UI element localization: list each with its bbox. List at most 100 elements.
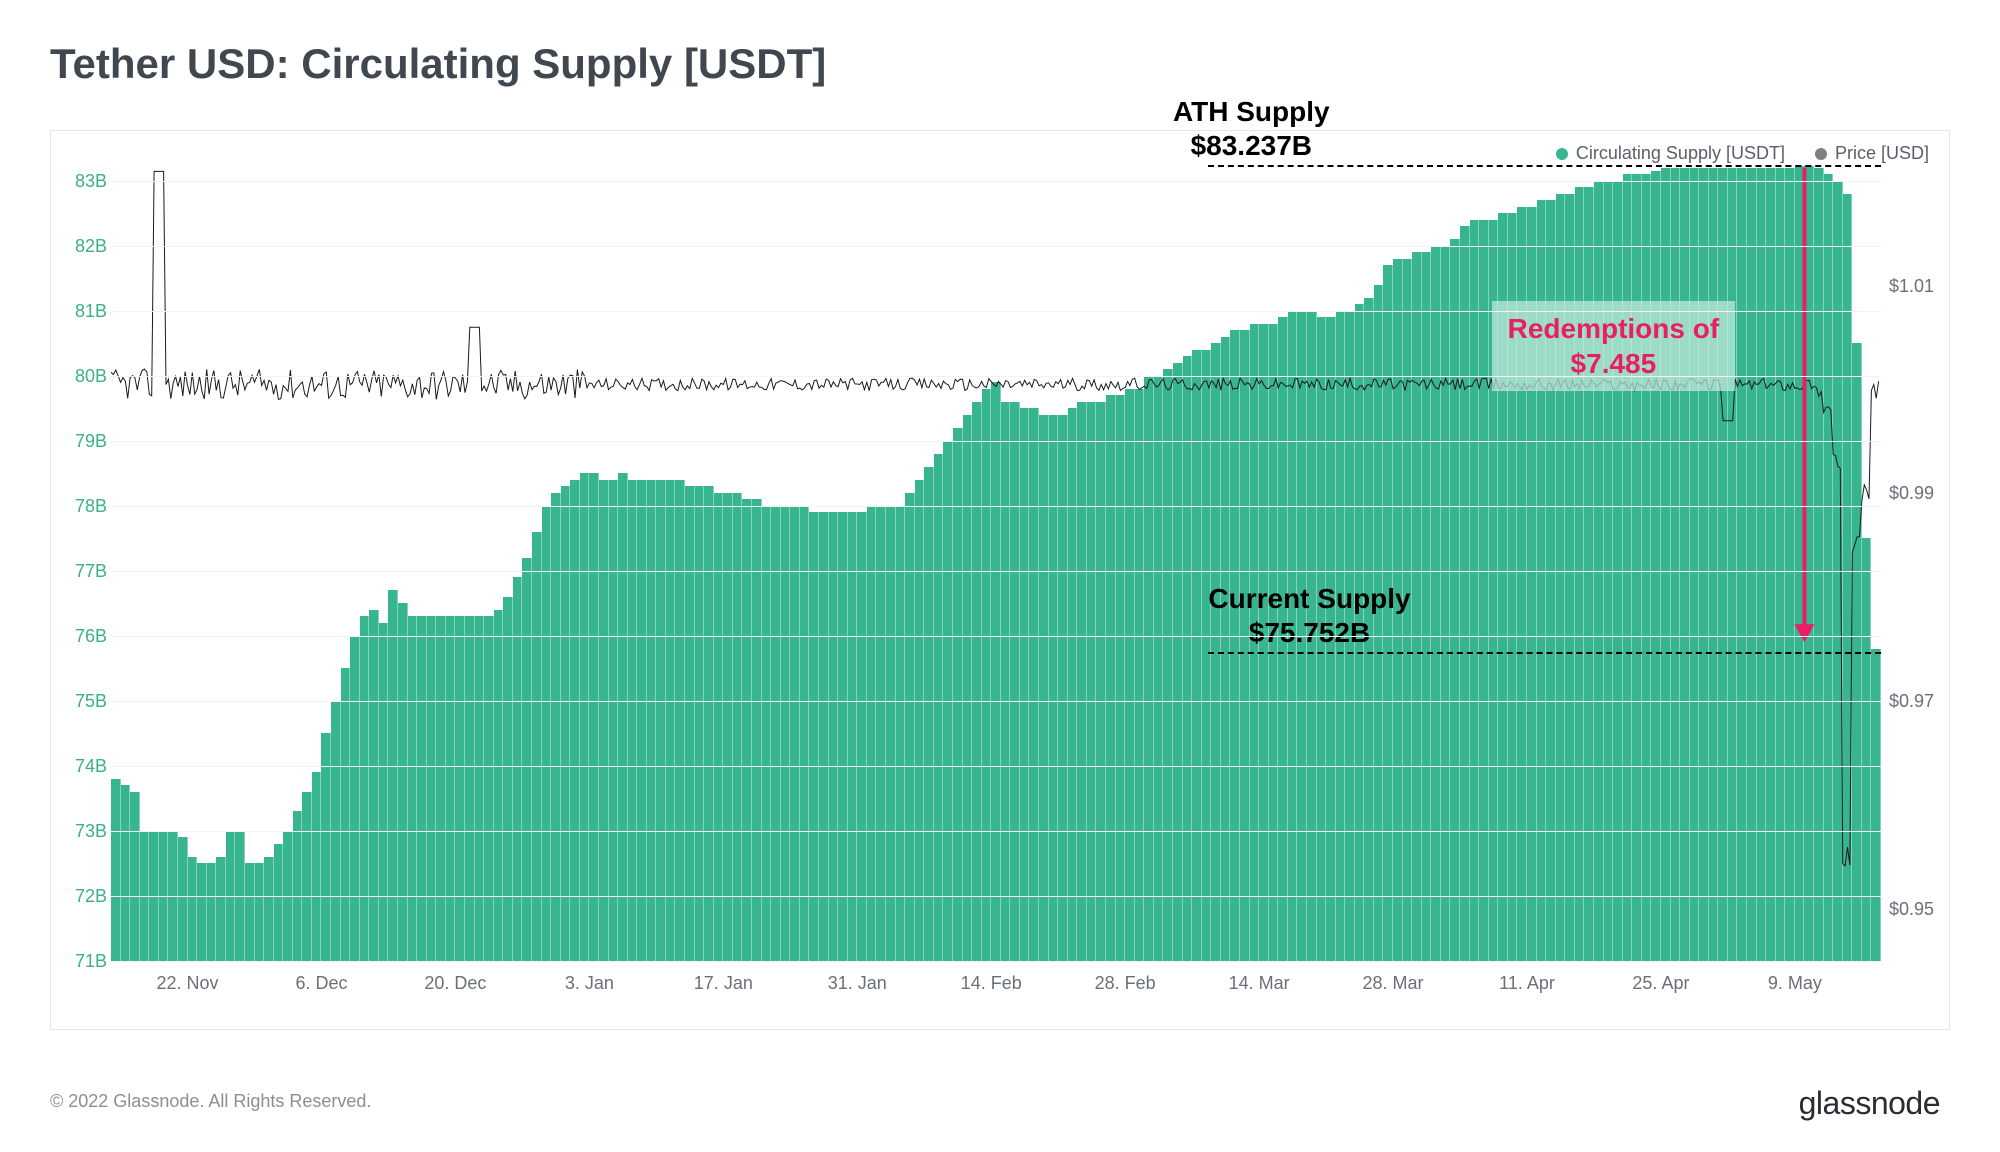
supply-bar xyxy=(1135,389,1145,961)
x-tick-label: 3. Jan xyxy=(565,973,614,994)
supply-bar xyxy=(197,863,207,961)
gridline xyxy=(111,376,1881,377)
supply-bar xyxy=(465,616,475,961)
supply-bar xyxy=(1020,408,1030,961)
supply-bar xyxy=(1441,246,1451,961)
supply-bar xyxy=(742,499,752,961)
supply-bar xyxy=(589,473,599,961)
supply-bar xyxy=(991,382,1001,961)
y-right-tick-label: $0.99 xyxy=(1889,483,1949,504)
supply-bar xyxy=(1058,415,1068,961)
supply-bar xyxy=(1785,168,1795,961)
gridline xyxy=(111,441,1881,442)
supply-bar xyxy=(819,512,829,961)
supply-bar xyxy=(857,512,867,961)
supply-bar xyxy=(1757,168,1767,961)
supply-bar xyxy=(1766,168,1776,961)
supply-bar xyxy=(1116,395,1126,961)
supply-bar xyxy=(1862,538,1872,961)
gridline xyxy=(111,831,1881,832)
supply-bar xyxy=(1632,174,1642,961)
x-tick-label: 17. Jan xyxy=(694,973,753,994)
supply-bar xyxy=(829,512,839,961)
supply-bar xyxy=(321,733,331,961)
supply-bar xyxy=(188,857,198,961)
gridline xyxy=(111,961,1881,962)
y-right-tick-label: $0.95 xyxy=(1889,899,1949,920)
supply-bar xyxy=(934,454,944,961)
supply-bar xyxy=(580,473,590,961)
supply-bar xyxy=(1173,363,1183,961)
supply-bar xyxy=(714,493,724,961)
supply-bar xyxy=(1671,168,1681,961)
y-left-tick-label: 82B xyxy=(57,236,107,257)
supply-bar xyxy=(1623,174,1633,961)
y-left-tick-label: 75B xyxy=(57,691,107,712)
redemption-line1: Redemptions of xyxy=(1508,311,1720,346)
supply-bar xyxy=(800,506,810,961)
x-tick-label: 31. Jan xyxy=(828,973,887,994)
supply-bar xyxy=(475,616,485,961)
supply-bar xyxy=(752,499,762,961)
x-tick-label: 9. May xyxy=(1768,973,1822,994)
supply-bar xyxy=(1680,168,1690,961)
supply-bar xyxy=(130,792,140,961)
supply-bar xyxy=(427,616,437,961)
supply-bar xyxy=(1737,168,1747,961)
current-label-line2: $75.752B xyxy=(1208,616,1410,650)
x-tick-label: 25. Apr xyxy=(1632,973,1689,994)
gridline xyxy=(111,636,1881,637)
y-left-tick-label: 77B xyxy=(57,561,107,582)
y-left-tick-label: 80B xyxy=(57,366,107,387)
current-label-line1: Current Supply xyxy=(1208,582,1410,616)
supply-bar xyxy=(1460,226,1470,961)
supply-bar xyxy=(484,616,494,961)
supply-bar xyxy=(876,506,886,961)
supply-bar xyxy=(1001,402,1011,961)
supply-bar xyxy=(1661,168,1671,961)
current-dashline xyxy=(1208,652,1881,654)
supply-bar xyxy=(1068,408,1078,961)
supply-bar xyxy=(255,863,265,961)
x-tick-label: 28. Feb xyxy=(1095,973,1156,994)
supply-bar xyxy=(637,480,647,961)
supply-bar xyxy=(838,512,848,961)
gridline xyxy=(111,571,1881,572)
ath-label-line2: $83.237B xyxy=(1173,129,1330,163)
supply-bar xyxy=(733,493,743,961)
supply-bar xyxy=(408,616,418,961)
supply-bar xyxy=(561,486,571,961)
supply-bar xyxy=(1049,415,1059,961)
ath-label-line1: ATH Supply xyxy=(1173,95,1330,129)
supply-bar xyxy=(771,506,781,961)
supply-bar xyxy=(704,486,714,961)
x-tick-label: 6. Dec xyxy=(295,973,347,994)
supply-bar xyxy=(388,590,398,961)
supply-bar xyxy=(360,616,370,961)
supply-bar xyxy=(896,506,906,961)
supply-bar xyxy=(341,668,351,961)
y-left-tick-label: 78B xyxy=(57,496,107,517)
supply-bar xyxy=(436,616,446,961)
supply-bar xyxy=(695,486,705,961)
supply-bar xyxy=(1718,168,1728,961)
supply-bar xyxy=(1077,402,1087,961)
supply-bar xyxy=(953,428,963,961)
y-left-tick-label: 81B xyxy=(57,301,107,322)
brand-logo: glassnode xyxy=(1799,1085,1940,1122)
supply-bar xyxy=(542,506,552,961)
supply-bar xyxy=(1479,220,1489,961)
supply-bar xyxy=(628,480,638,961)
supply-bar xyxy=(570,480,580,961)
supply-bar xyxy=(905,493,915,961)
supply-bar xyxy=(121,785,131,961)
x-tick-label: 14. Mar xyxy=(1229,973,1290,994)
supply-bar xyxy=(915,480,925,961)
supply-bar xyxy=(216,857,226,961)
ath-dashline xyxy=(1208,165,1881,167)
gridline xyxy=(111,506,1881,507)
y-right-tick-label: $0.97 xyxy=(1889,691,1949,712)
supply-bar xyxy=(618,473,628,961)
redemption-annotation: Redemptions of$7.485 xyxy=(1492,301,1736,391)
y-left-tick-label: 79B xyxy=(57,431,107,452)
